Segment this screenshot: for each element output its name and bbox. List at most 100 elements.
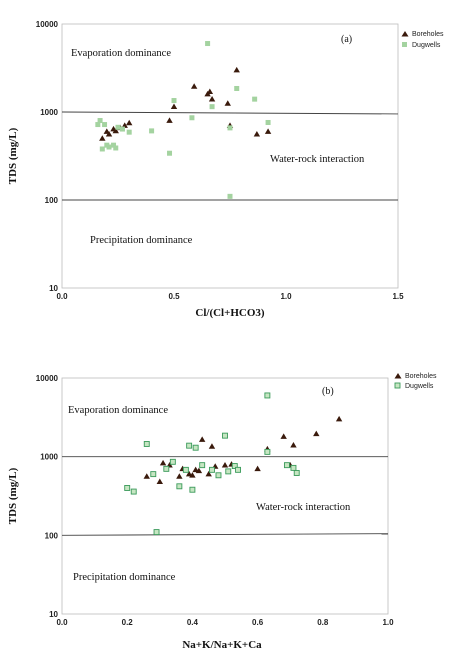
dugwell-point [234, 85, 240, 91]
dugwell-point [167, 150, 173, 156]
y-tick-label-b: 10 [49, 610, 58, 619]
legend-a-dugwells-label: Dugwells [412, 42, 441, 49]
borehole-point [264, 128, 272, 134]
dugwell-point [149, 128, 155, 134]
dugwell-point [95, 122, 101, 128]
dugwell-point [252, 96, 258, 102]
region-label-evaporation-b: Evaporation dominance [68, 405, 168, 416]
borehole-point [156, 478, 163, 485]
dugwell-point [222, 432, 228, 439]
borehole-point [190, 83, 198, 89]
borehole-point [189, 472, 196, 478]
x-tick-label-a: 1.5 [392, 292, 404, 301]
borehole-point [313, 430, 320, 437]
region-label-evaporation-a: Evaporation dominance [71, 48, 171, 59]
borehole-point [208, 443, 216, 449]
x-tick-label-b: 0.4 [187, 618, 199, 627]
dugwell-point [264, 392, 271, 399]
chart-panel-a: 0.0 0.5 1.0 1.5 10 100 1000 10000 Evaporation d… [7, 20, 444, 319]
y-tick-label-b: 10000 [36, 374, 59, 383]
x-tick-label-b: 0.8 [317, 618, 329, 627]
dugwell-point [227, 125, 233, 131]
marks-b [61, 392, 389, 536]
dugwell-point [283, 462, 290, 469]
dugwell-point [209, 466, 215, 473]
region-label-water-rock-a: Water-rock interaction [270, 154, 365, 165]
panel-label-b: (b) [322, 386, 334, 397]
x-tick-label-a: 1.0 [280, 292, 292, 301]
x-tick-label-a: 0.0 [56, 292, 68, 301]
region-label-water-rock-b: Water-rock interaction [256, 502, 351, 513]
y-axis-title-b: TDS (mg/L) [7, 467, 19, 524]
dugwell-point [215, 472, 222, 479]
y-tick-label-b: 100 [45, 531, 59, 540]
legend-b-dugwells-marker [394, 382, 401, 389]
dugwell-point [99, 146, 105, 152]
y-tick-label-b: 1000 [40, 453, 58, 462]
dugwell-point [290, 464, 297, 471]
dugwell-point [205, 41, 211, 47]
x-tick-label-a: 0.5 [168, 292, 180, 301]
borehole-point [335, 415, 343, 422]
legend-b-dugwells-label: Dugwells [405, 383, 434, 390]
dugwell-point [265, 119, 271, 125]
y-tick-label-a: 100 [45, 196, 59, 205]
legend-b: Boreholes Dugwells [394, 373, 437, 390]
dugwell-point [163, 465, 170, 472]
dugwell-point [293, 470, 300, 476]
x-tick-label-b: 0.6 [252, 618, 264, 627]
x-axis-title-b: Na+K/Na+K+Ca [182, 639, 262, 651]
legend-b-boreholes-label: Boreholes [405, 373, 437, 380]
y-tick-label-a: 10000 [36, 20, 59, 29]
y-tick-label-a: 1000 [40, 108, 58, 117]
dugwell-point [199, 462, 206, 469]
dugwell-point [130, 488, 137, 495]
borehole-point [195, 467, 203, 474]
borehole-point [254, 465, 261, 472]
borehole-point [206, 88, 214, 95]
dugwell-point [189, 115, 195, 121]
y-axis-title-a: TDS (mg/L) [7, 127, 19, 184]
dugwell-point [209, 104, 215, 110]
borehole-point [126, 119, 133, 126]
legend-a-dugwells-marker [402, 42, 407, 47]
borehole-point [159, 459, 167, 466]
dugwell-point [235, 466, 241, 473]
dugwell-point [119, 126, 125, 132]
dugwell-point [176, 483, 183, 490]
reference-line-b-1 [61, 533, 389, 536]
x-tick-label-b: 0.2 [122, 618, 134, 627]
dugwell-point [143, 441, 150, 447]
dugwell-point [227, 193, 233, 199]
borehole-point [99, 135, 106, 141]
borehole-point [170, 103, 178, 109]
dugwell-point [113, 145, 119, 151]
borehole-point [208, 95, 216, 102]
marks-a [61, 41, 399, 201]
chart-panel-b: 0.0 0.2 0.4 0.6 0.8 1.0 10 100 1000 10000 Evapora… [7, 373, 437, 651]
dugwell-point [225, 468, 232, 475]
borehole-point [112, 127, 119, 134]
dugwell-point [97, 118, 103, 124]
borehole-point [143, 473, 150, 479]
dugwell-point [106, 144, 112, 150]
region-label-precipitation-a: Precipitation dominance [90, 235, 193, 246]
legend-a-boreholes-marker [401, 31, 409, 37]
dugwell-point [102, 122, 108, 128]
dugwell-point [111, 142, 117, 148]
borehole-point [280, 433, 287, 439]
borehole-point [198, 436, 206, 442]
dugwell-point [124, 485, 131, 491]
borehole-point [221, 461, 229, 468]
dugwell-point [150, 471, 157, 478]
plot-frame-b [61, 377, 389, 615]
reference-line-a-0 [61, 111, 399, 115]
dugwell-point [153, 529, 160, 536]
ticks-a: 0.0 0.5 1.0 1.5 10 100 1000 10000 [36, 20, 404, 301]
region-label-precipitation-b: Precipitation dominance [73, 572, 176, 583]
borehole-point [233, 66, 240, 73]
x-tick-label-b: 1.0 [382, 618, 394, 627]
dugwell-point [171, 98, 177, 104]
borehole-point [166, 117, 173, 123]
legend-a: Boreholes Dugwells [401, 31, 444, 49]
